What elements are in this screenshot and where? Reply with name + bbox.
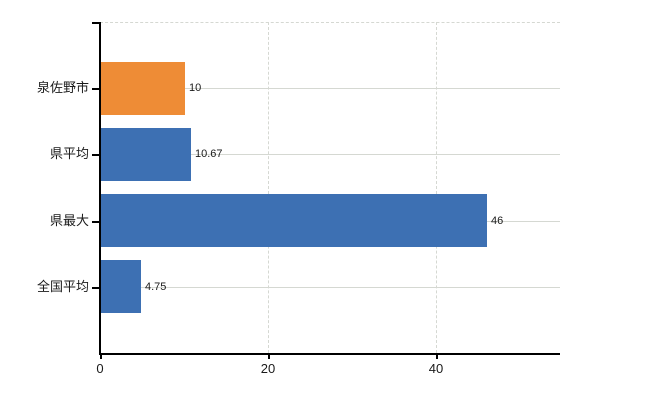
gridline-horizontal bbox=[100, 88, 560, 89]
category-label: 全国平均 bbox=[36, 279, 89, 294]
bar-value-label: 10 bbox=[189, 82, 202, 94]
x-tick-mark bbox=[436, 353, 438, 359]
y-axis-cap-tick bbox=[92, 22, 100, 24]
x-tick-mark bbox=[100, 353, 102, 359]
bar-value-label: 10.67 bbox=[195, 148, 223, 160]
y-tick-mark bbox=[92, 154, 99, 156]
gridline-vertical bbox=[268, 22, 269, 353]
y-tick-mark bbox=[92, 221, 99, 223]
bar bbox=[101, 260, 141, 313]
gridline-horizontal bbox=[100, 287, 560, 288]
x-tick-label: 40 bbox=[428, 361, 444, 376]
y-tick-mark bbox=[92, 287, 99, 289]
bar-value-label: 4.75 bbox=[145, 281, 167, 293]
category-label: 県平均 bbox=[49, 146, 89, 161]
gridline-horizontal bbox=[100, 154, 560, 155]
x-axis-line bbox=[99, 353, 560, 355]
x-tick-label: 0 bbox=[96, 361, 104, 376]
bar-value-label: 46 bbox=[491, 215, 504, 227]
x-tick-label: 20 bbox=[260, 361, 276, 376]
category-label: 県最大 bbox=[49, 213, 89, 228]
x-tick-mark bbox=[268, 353, 270, 359]
plot-top-border bbox=[100, 22, 560, 23]
bar bbox=[101, 62, 185, 115]
y-tick-mark bbox=[92, 88, 99, 90]
bar bbox=[101, 128, 191, 181]
y-axis-line bbox=[99, 22, 101, 353]
gridline-vertical bbox=[436, 22, 437, 353]
bar bbox=[101, 194, 487, 247]
category-label: 泉佐野市 bbox=[36, 80, 89, 95]
